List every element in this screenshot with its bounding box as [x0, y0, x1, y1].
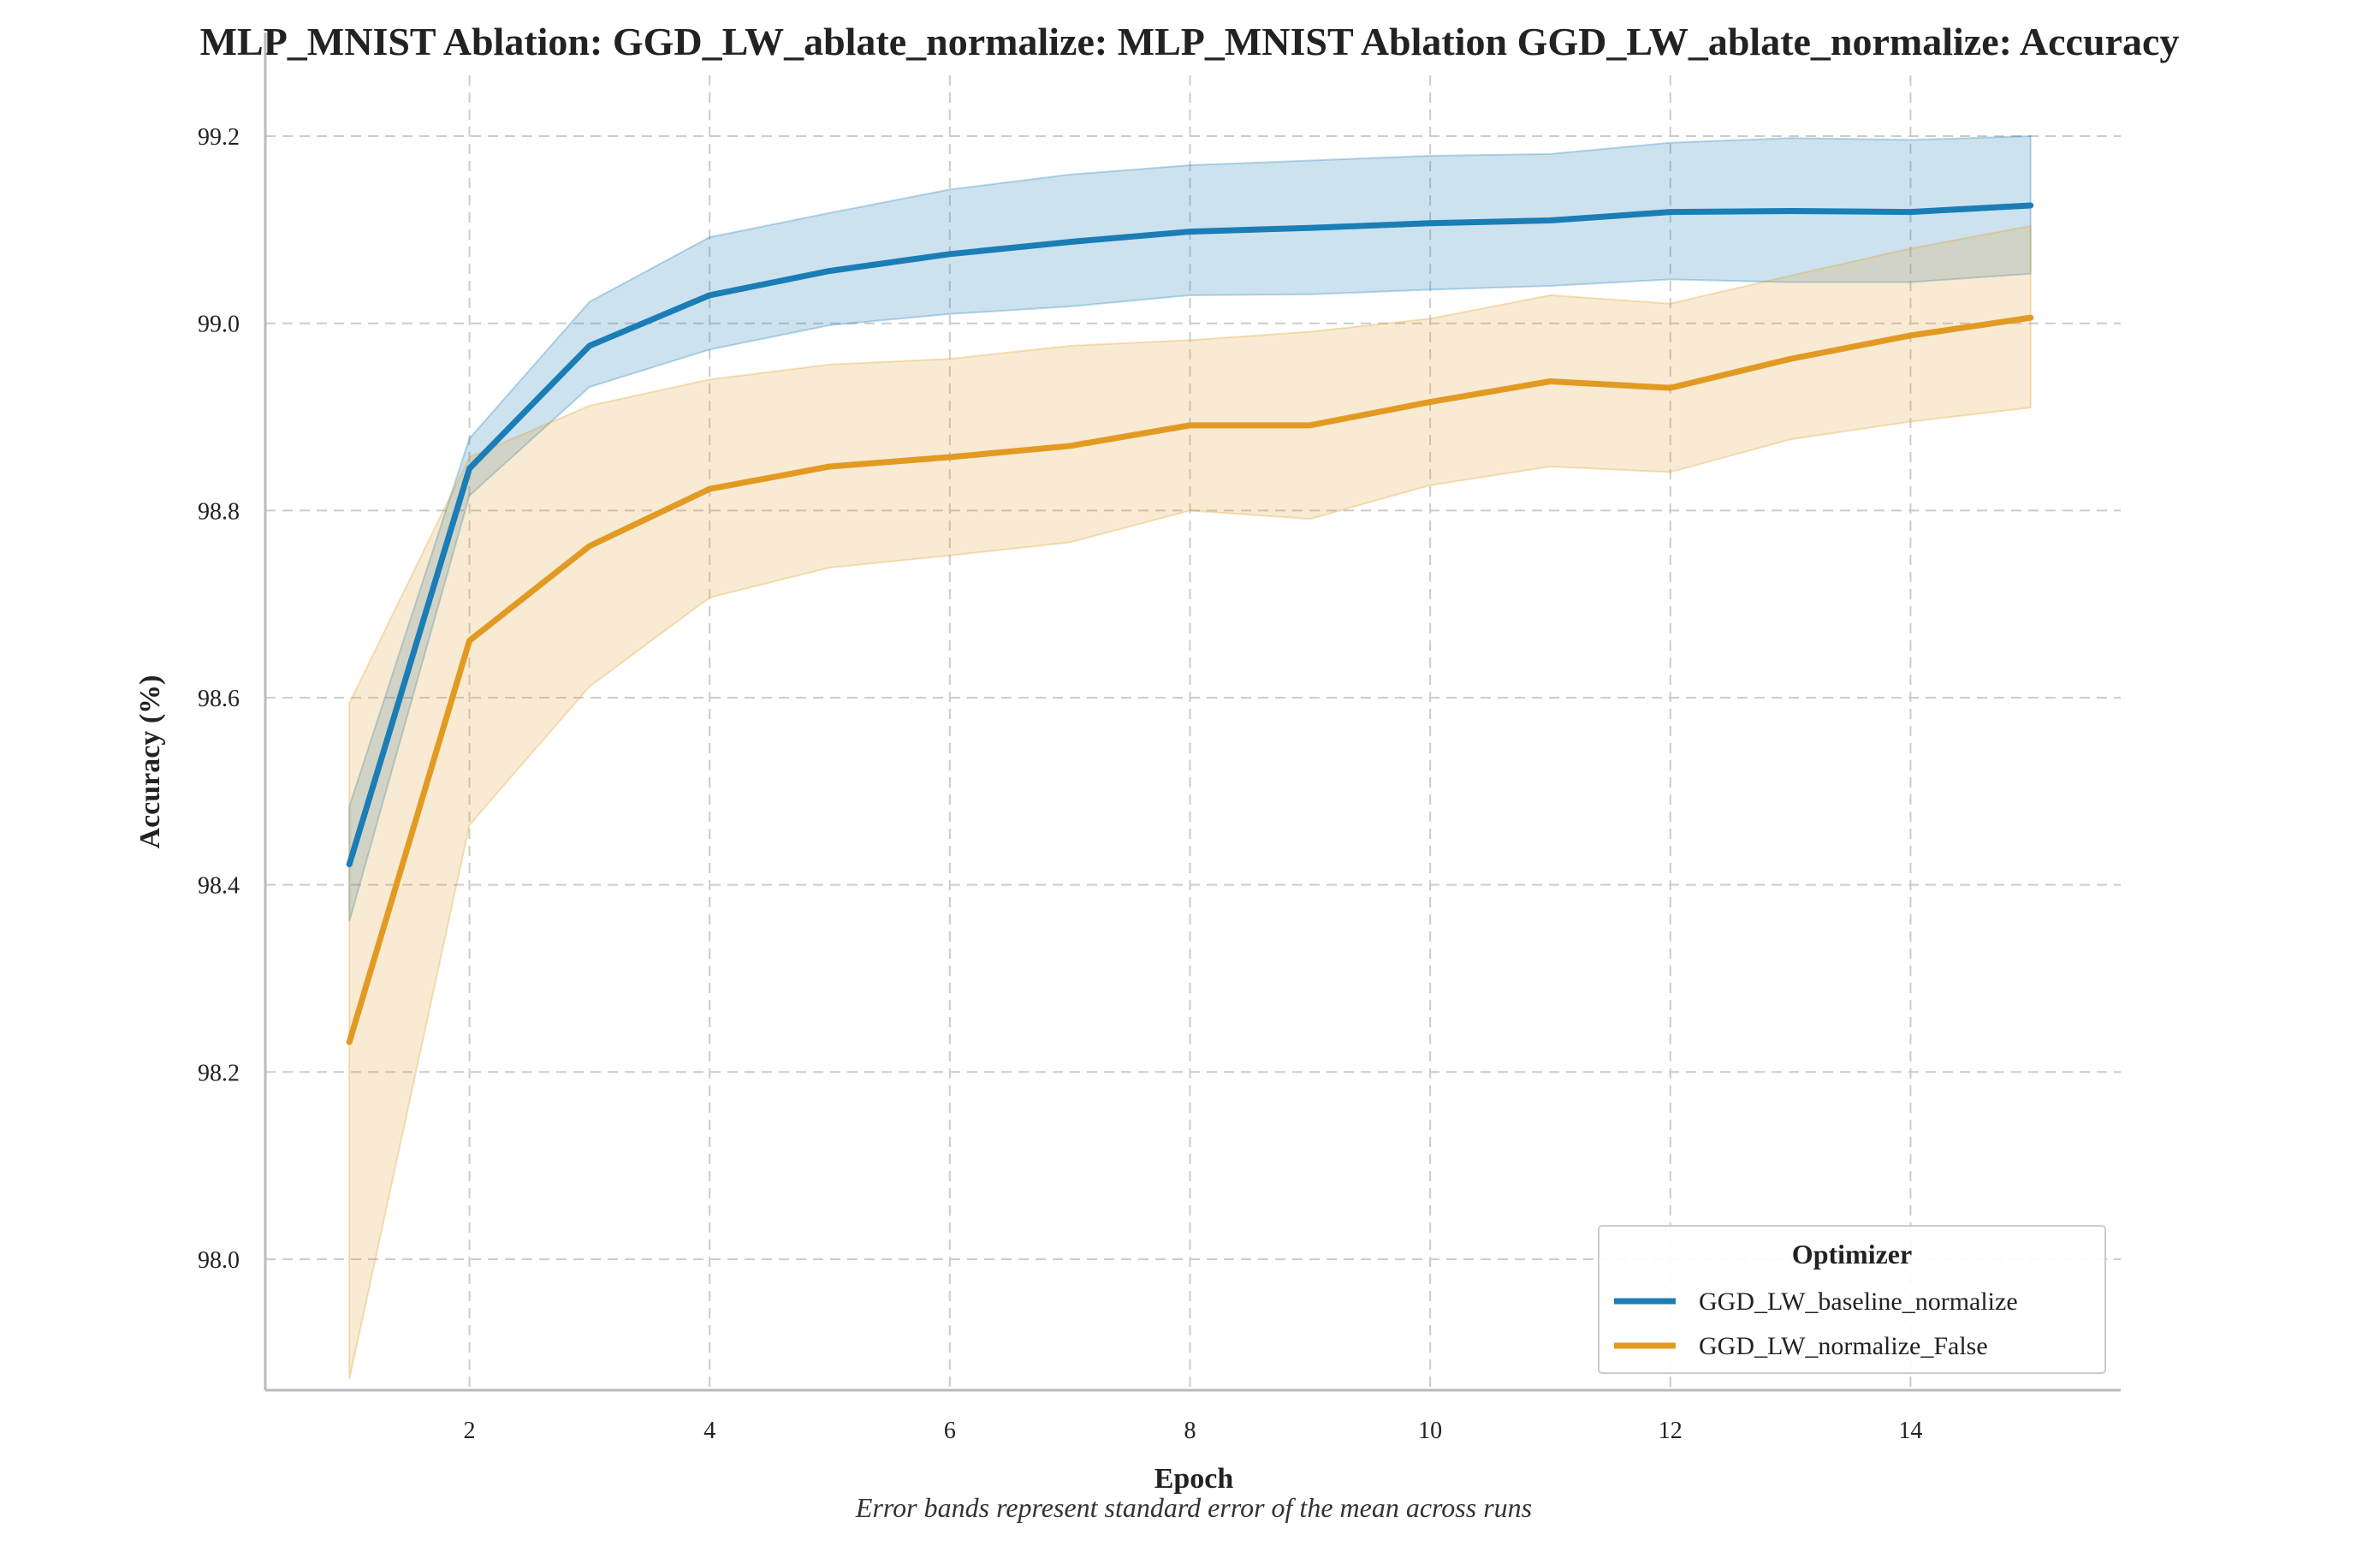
- x-tick-label: 6: [944, 1418, 956, 1444]
- x-axis-label: Epoch: [1154, 1463, 1234, 1495]
- y-tick-label: 99.2: [198, 124, 240, 151]
- y-tick-label: 98.6: [198, 686, 240, 712]
- x-tick-label: 2: [464, 1418, 476, 1444]
- legend-title: Optimizer: [1792, 1239, 1912, 1270]
- y-axis-label: Accuracy (%): [134, 675, 166, 849]
- tick-labels: 2 4 6 8 10 12 14 98.0 98.2 98.4 98.6 98.8 99.0 99.2: [198, 124, 1922, 1444]
- x-tick-label: 4: [703, 1418, 715, 1444]
- y-tick-label: 98.4: [198, 873, 240, 900]
- series-lines: [346, 202, 2034, 1045]
- error-bands: [348, 135, 2032, 1380]
- y-tick-label: 99.0: [198, 312, 240, 338]
- y-tick-label: 98.0: [198, 1247, 240, 1274]
- y-tick-label: 98.2: [198, 1060, 240, 1086]
- series-line: [346, 202, 2034, 868]
- x-tick-label: 12: [1659, 1418, 1683, 1444]
- error-band: [348, 224, 2032, 1380]
- legend-frame: [1598, 1225, 2106, 1374]
- legend-label-baseline: GGD_LW_baseline_normalize: [1699, 1287, 2018, 1316]
- x-tick-label: 10: [1418, 1418, 1442, 1444]
- chart-caption: Error bands represent standard error of …: [855, 1492, 1532, 1523]
- axes: [264, 33, 2121, 1392]
- x-tick-label: 14: [1898, 1418, 1922, 1444]
- error-band: [348, 135, 2032, 922]
- legend: Optimizer GGD_LW_baseline_normalize GGD_…: [1598, 1225, 2106, 1374]
- chart-title: MLP_MNIST Ablation: GGD_LW_ablate_normal…: [200, 20, 2180, 63]
- y-tick-label: 98.8: [198, 498, 240, 525]
- x-tick-label: 8: [1184, 1418, 1196, 1444]
- legend-label-normalize-false: GGD_LW_normalize_False: [1699, 1332, 1988, 1360]
- series-line: [346, 314, 2034, 1045]
